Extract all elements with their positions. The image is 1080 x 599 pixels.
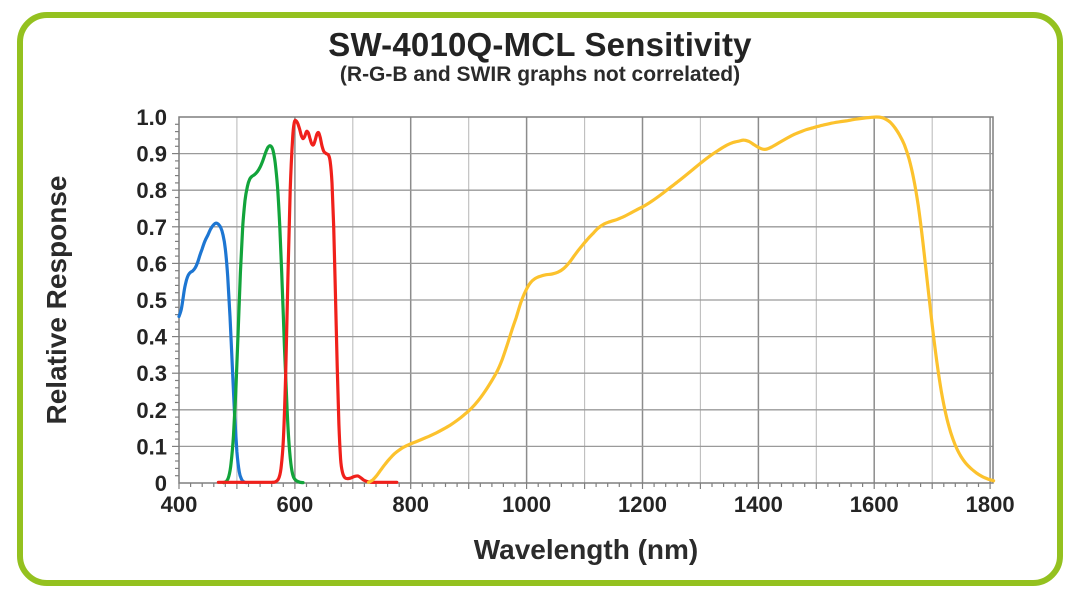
x-tick-label: 1200 — [618, 492, 667, 517]
x-tick-label: 400 — [161, 492, 198, 517]
curve-g — [222, 144, 305, 485]
y-tick-label: 0.4 — [136, 325, 167, 350]
x-tick-label: 1400 — [734, 492, 783, 517]
y-tick-label: 0.5 — [136, 288, 167, 313]
x-axis-title: Wavelength (nm) — [473, 534, 699, 565]
x-tick-label: 800 — [392, 492, 429, 517]
series-curves — [177, 115, 996, 485]
y-tick-label: 0.7 — [136, 215, 167, 240]
y-tick-label: 0.9 — [136, 142, 167, 167]
y-tick-label: 0.3 — [136, 361, 167, 386]
chart-title: SW-4010Q-MCL Sensitivity — [328, 26, 752, 63]
x-tick-label: 1600 — [850, 492, 899, 517]
y-tick-label: 0 — [155, 471, 167, 496]
gridlines — [178, 116, 994, 484]
x-tick-label: 600 — [277, 492, 314, 517]
tick-labels: 400 600 800 1000 1200 1400 1600 1800 1.0 0.9 0.8 0.… — [136, 105, 1014, 517]
chart-card — [17, 12, 1063, 586]
axis-ticks — [172, 123, 991, 489]
y-tick-label: 0.1 — [136, 434, 167, 459]
y-tick-label: 1.0 — [136, 105, 167, 130]
curve-swir — [366, 115, 996, 484]
y-tick-label: 0.8 — [136, 178, 167, 203]
y-tick-label: 0.2 — [136, 398, 167, 423]
y-tick-label: 0.6 — [136, 251, 167, 276]
x-tick-label: 1800 — [966, 492, 1015, 517]
x-tick-label: 1000 — [502, 492, 551, 517]
chart-subtitle: (R-G-B and SWIR graphs not correlated) — [339, 63, 741, 86]
curve-r — [216, 118, 399, 484]
